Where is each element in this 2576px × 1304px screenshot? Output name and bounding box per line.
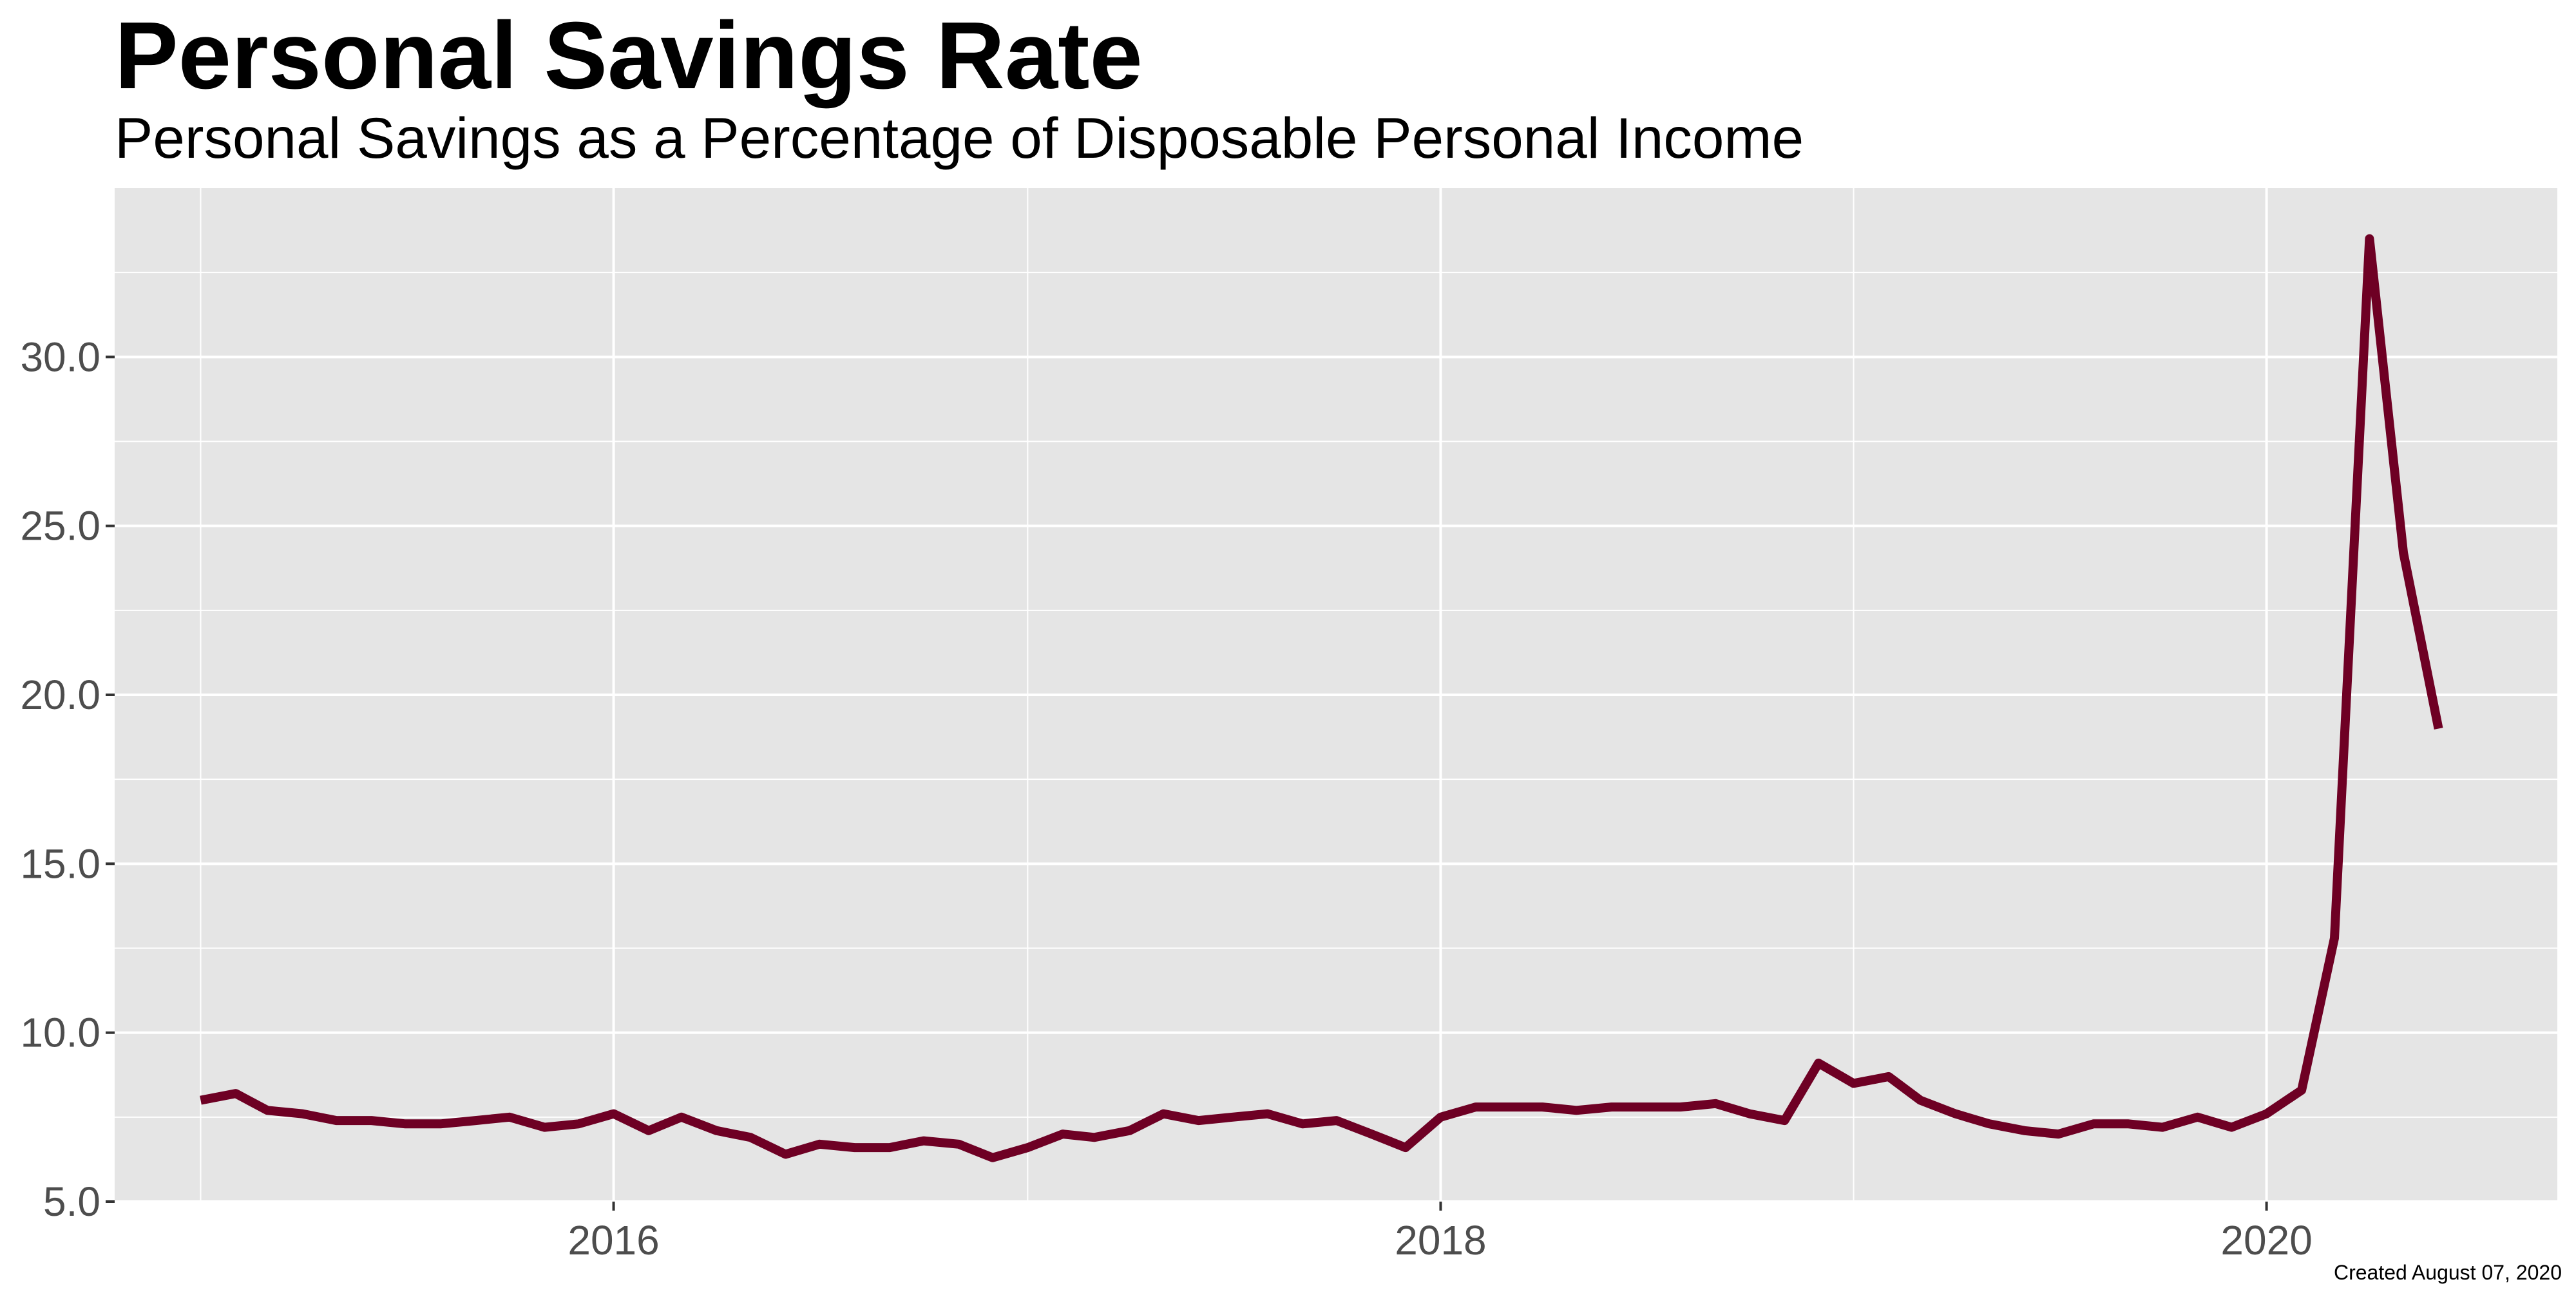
x-tick-label: 2016 <box>568 1217 659 1263</box>
y-tick-label: 30.0 <box>20 334 100 380</box>
major-grid <box>115 188 2557 1203</box>
chart-subtitle: Personal Savings as a Percentage of Disp… <box>115 106 1804 170</box>
y-tick-label: 5.0 <box>43 1178 100 1225</box>
y-tick-label: 10.0 <box>20 1010 100 1056</box>
series-line <box>200 234 2443 1162</box>
y-tick-label: 15.0 <box>20 840 100 887</box>
x-axis: 2016 2018 2020 <box>568 1202 2313 1263</box>
series-layer <box>200 234 2443 1162</box>
chart-title: Personal Savings Rate <box>115 3 1143 109</box>
x-tick-label: 2020 <box>2220 1217 2312 1263</box>
x-tick-label: 2018 <box>1395 1217 1486 1263</box>
y-axis: 5.0 10.0 15.0 20.0 25.0 30.0 <box>20 334 115 1225</box>
y-tick-label: 20.0 <box>20 672 100 718</box>
chart-caption: Created August 07, 2020 <box>2333 1261 2562 1284</box>
y-tick-label: 25.0 <box>20 503 100 549</box>
